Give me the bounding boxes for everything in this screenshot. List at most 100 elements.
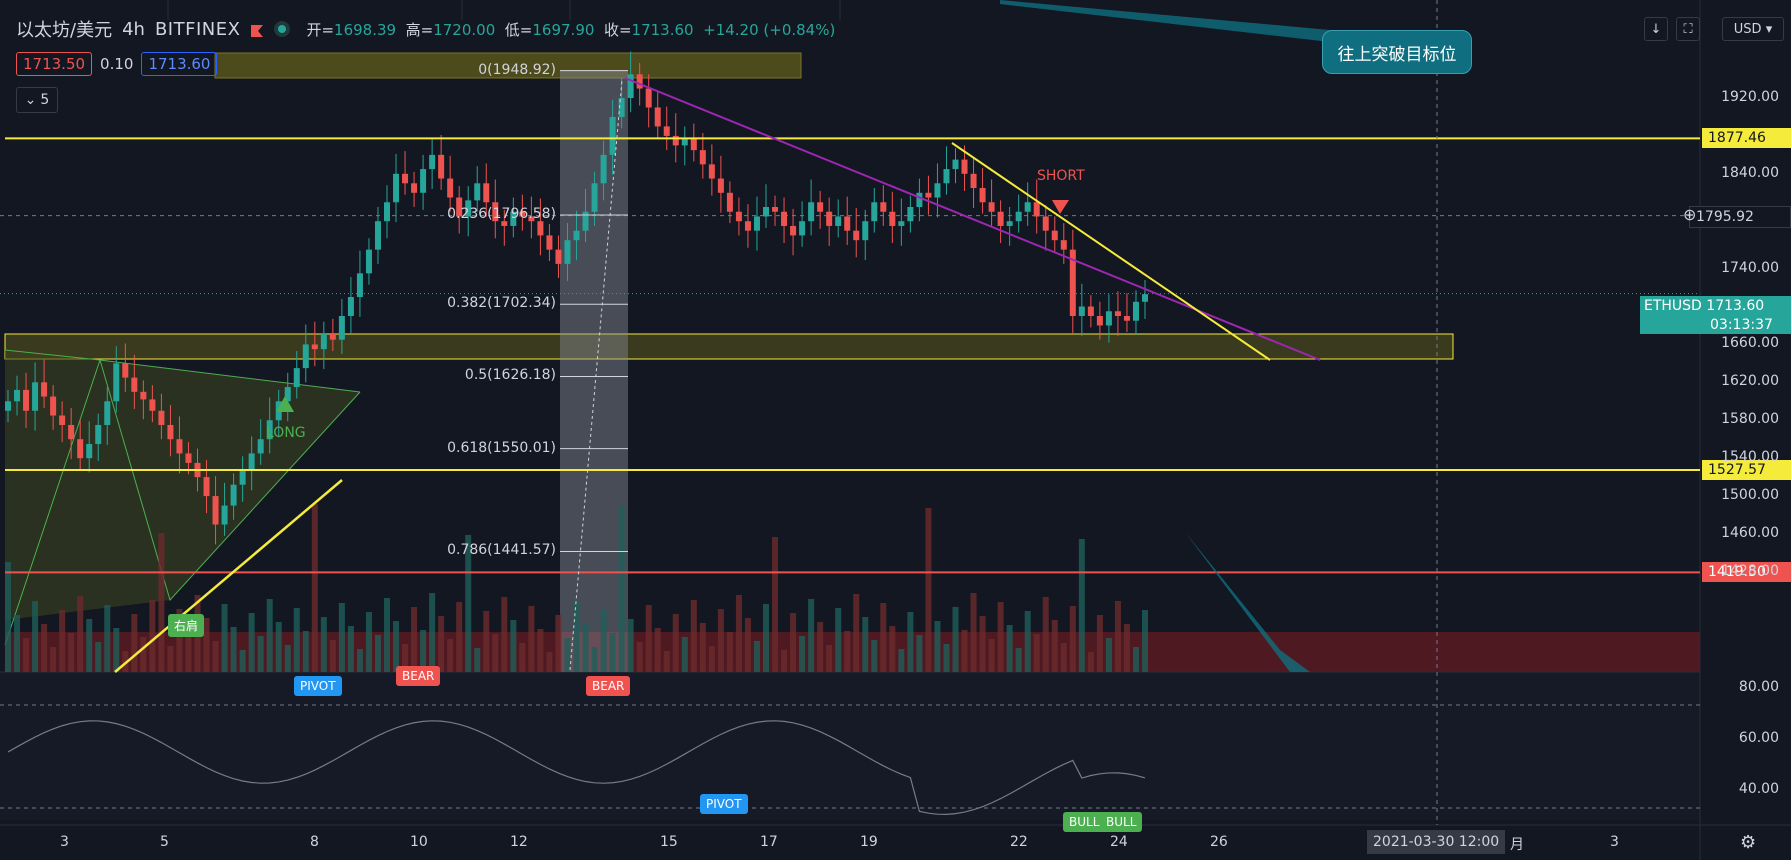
volume-bar [826,645,833,672]
price-line-label[interactable]: 1527.57 [1702,459,1791,480]
candle-body [1096,315,1103,326]
indicators-toggle[interactable]: ⌄ 5 [16,87,58,113]
candle-body [1114,311,1121,316]
rsi-tick: 80.00 [1738,679,1779,695]
candle-body [176,439,183,454]
ask-price[interactable]: 1713.60 [141,52,218,76]
volume-bar [591,647,598,672]
right-shoulder-tag: 右肩 [168,614,205,637]
volume-bar [744,618,751,672]
volume-bar [663,651,670,672]
volume-bar [717,609,724,672]
candle-body [167,424,174,440]
volume-bar [1060,643,1067,672]
volume-bar [1015,648,1022,672]
volume-bar [501,597,508,672]
rsi-signal-tag: BEAR [396,666,441,686]
candle-body [943,169,950,184]
fib-diagonal [569,79,623,671]
rsi-tick: 40.00 [1738,781,1779,797]
fib-level-label: 0.618(1550.01) [447,439,556,456]
volume-bar [347,626,354,672]
candle-body [726,192,733,212]
candle-body [393,173,400,203]
volume-bar [1096,615,1103,672]
volume-bar [898,649,905,672]
candle-body [68,424,75,440]
interval[interactable]: 4h [122,18,145,40]
symbol-name[interactable]: 以太坊/美元 [16,20,113,41]
indicator-count: 5 [40,92,50,108]
add-alert-icon[interactable]: ⊕ [1683,204,1697,224]
volume-bar [952,607,959,672]
download-icon[interactable]: ↓ [1644,17,1668,41]
volume-bar [329,640,336,672]
volume-bar [1069,606,1076,672]
price-tick: 1840.00 [1721,164,1779,181]
volume-bar [429,593,436,672]
fib-level-label: 0.5(1626.18) [464,367,556,384]
volume-bar [113,628,120,672]
candle-body [790,225,797,236]
settings-gear-icon[interactable]: ⚙ [1740,832,1757,853]
volume-bar [356,649,363,672]
volume-bar [862,617,869,672]
candle-body [239,470,246,485]
price-line-label[interactable]: 1877.46 [1702,128,1791,149]
fib-level-label: 0(1948.92) [478,61,556,78]
fullscreen-icon[interactable]: ⛶ [1676,17,1700,41]
volume-bar [753,641,760,672]
purple-trendline [624,77,1321,361]
candle-body [717,178,724,193]
volume-bar [799,636,806,672]
time-tick: 3 [60,834,69,850]
volume-bar [122,651,129,672]
candle-body [916,192,923,207]
volume-bar [708,646,715,672]
volume-bar [817,622,824,672]
volume-bar [167,646,174,672]
candle-body [158,410,165,425]
price-tick: 1460.00 [1721,524,1779,541]
bid-price[interactable]: 1713.50 [16,52,93,76]
volume-bar [600,610,607,672]
volume-bar [943,644,950,672]
price-tick: 1620.00 [1721,373,1779,390]
target-callout[interactable]: 往上突破目标位 [1322,30,1472,74]
candle-body [149,399,156,411]
candle-body [356,273,363,298]
volume-bar [221,604,228,672]
volume-bar [1132,647,1139,672]
last-price: ETHUSD 1713.60 [1644,297,1765,314]
rsi-panel-bg [0,672,1700,820]
volume-bar [23,638,30,672]
candle-body [77,439,84,459]
candle-body [1132,301,1139,321]
currency-select[interactable]: USD ▾ [1722,17,1784,41]
candle-body [699,150,706,165]
candle-body [203,477,210,497]
price-tick: 1540.00 [1721,449,1779,466]
candle-body [492,202,499,222]
volume-bar [230,627,237,672]
yellow-uptrend [114,479,343,673]
candle-body [257,439,264,454]
fib-level-label: 0.236(1796.58) [447,205,556,222]
volume-bar [149,600,156,672]
crosshair-time-label: 2021-03-30 12:00 [1367,830,1506,854]
candle-body [961,159,968,174]
candle-body [645,88,652,108]
candle-body [510,211,517,226]
price-line-label[interactable]: 1419.50 [1702,562,1791,583]
time-tick: 19 [860,834,878,850]
candle-body [230,484,237,506]
candle-body [329,333,336,340]
candle-body [347,297,354,316]
volume-bar [735,595,742,672]
exchange[interactable]: BITFINEX [154,18,241,40]
candle-body [1033,202,1040,217]
volume-bar [546,652,553,672]
flag-icon[interactable] [250,22,264,37]
time-tick: 15 [660,834,678,850]
